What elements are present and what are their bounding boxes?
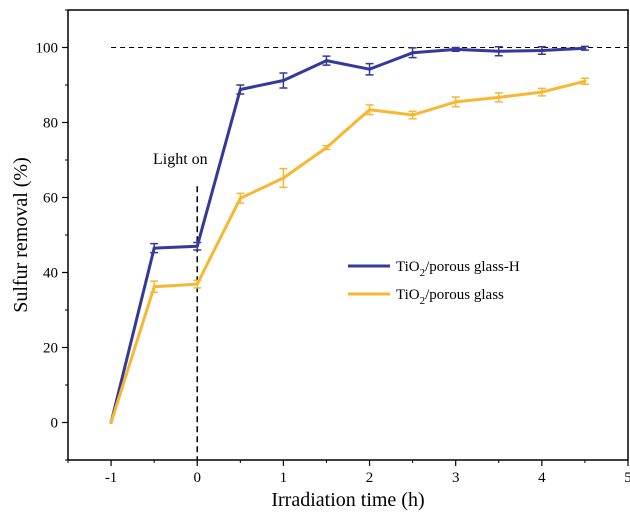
data-point bbox=[152, 285, 156, 289]
data-point bbox=[540, 49, 544, 52]
series-line-2 bbox=[109, 79, 586, 423]
legend-text-series-1: TiO2/porous glass-H bbox=[396, 259, 520, 279]
series-line-1 bbox=[109, 46, 585, 423]
plot-frame bbox=[67, 9, 629, 461]
data-point bbox=[324, 146, 328, 150]
data-point bbox=[195, 244, 199, 248]
y-tick-label: 0 bbox=[51, 416, 59, 432]
data-point bbox=[281, 79, 285, 82]
x-tick-label: 4 bbox=[538, 470, 546, 486]
data-point bbox=[583, 46, 587, 50]
series-2 bbox=[109, 77, 589, 424]
light-on-annotation: Light on bbox=[153, 151, 208, 168]
data-point bbox=[368, 67, 372, 71]
x-tick-label: 3 bbox=[452, 470, 460, 486]
y-tick-label: 40 bbox=[43, 266, 58, 282]
data-point bbox=[540, 90, 544, 94]
data-point bbox=[324, 59, 328, 63]
x-tick-label: 0 bbox=[193, 470, 201, 486]
data-point bbox=[411, 113, 415, 117]
data-point bbox=[583, 79, 587, 83]
data-point bbox=[454, 100, 458, 104]
data-point bbox=[497, 95, 501, 99]
y-tick-label: 60 bbox=[43, 191, 58, 207]
data-point bbox=[152, 246, 156, 250]
legend: TiO2/porous glass-H TiO2/porous glass bbox=[348, 259, 520, 307]
y-tick-label: 80 bbox=[43, 116, 58, 132]
data-point bbox=[454, 47, 458, 51]
data-point bbox=[109, 421, 113, 424]
data-point bbox=[195, 282, 199, 286]
y-tick-label: 20 bbox=[43, 341, 58, 357]
data-point bbox=[411, 51, 415, 55]
data-point bbox=[281, 176, 285, 180]
x-tick-label: -1 bbox=[105, 470, 118, 486]
data-point bbox=[497, 49, 501, 53]
data-point bbox=[238, 196, 242, 200]
y-axis-title: Sulfur removal (%) bbox=[10, 157, 32, 313]
x-axis-title: Irradiation time (h) bbox=[271, 489, 424, 511]
x-tick-label: 1 bbox=[280, 470, 288, 486]
x-tick-label: 5 bbox=[624, 470, 630, 486]
legend-text-series-2: TiO2/porous glass bbox=[396, 287, 504, 307]
series-1 bbox=[109, 45, 589, 424]
data-point bbox=[368, 108, 372, 112]
data-point bbox=[238, 88, 242, 91]
y-tick-label: 100 bbox=[36, 41, 59, 57]
x-tick-label: 2 bbox=[366, 470, 374, 486]
